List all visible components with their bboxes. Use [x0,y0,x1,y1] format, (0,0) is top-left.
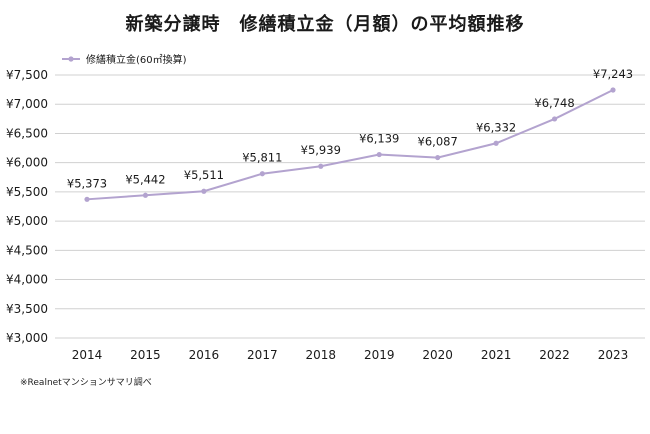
data-labels: ¥5,373 ¥5,442 ¥5,511 ¥5,811 ¥5,939 ¥6,139 ¥6,0… [67,67,633,190]
x-tick-label: 2023 [598,348,629,362]
y-tick-label: ¥7,500 [6,68,48,82]
legend-marker [68,56,74,62]
y-tick-label: ¥4,500 [6,243,48,257]
x-tick-label: 2017 [247,348,278,362]
x-tick-label: 2018 [306,348,337,362]
y-tick-label: ¥4,000 [6,273,48,287]
y-tick-label: ¥6,000 [6,156,48,170]
data-label: ¥6,748 [534,96,574,110]
data-label: ¥7,243 [593,67,633,81]
data-point [493,140,499,146]
data-label: ¥5,511 [184,168,224,182]
data-point [142,192,149,198]
x-tick-label: 2022 [539,348,570,362]
y-tick-label: ¥5,000 [6,214,48,228]
data-point [84,196,90,202]
gridlines [55,74,645,339]
y-tick-label: ¥3,000 [6,331,48,345]
x-tick-label: 2020 [422,348,453,362]
legend: 修繕積立金(60㎡換算) [62,53,187,66]
chart-title: 新築分譲時 修繕積立金（月額）の平均額推移 [125,14,525,35]
data-label: ¥5,939 [301,143,341,157]
data-label: ¥6,139 [359,132,399,146]
x-tick-label: 2021 [481,348,512,362]
data-point [551,116,558,122]
legend-label: 修繕積立金(60㎡換算) [86,53,187,66]
data-point [201,188,207,194]
x-tick-label: 2016 [189,348,220,362]
series-layer [84,87,616,202]
data-label: ¥6,087 [418,135,458,149]
y-tick-label: ¥7,000 [6,97,48,111]
y-tick-label: ¥3,500 [6,302,48,316]
data-label: ¥5,811 [242,151,282,165]
series-line [86,89,614,201]
x-tick-label: 2014 [72,348,103,362]
data-point [376,151,382,158]
data-label: ¥5,442 [125,172,165,186]
y-tick-label: ¥5,500 [6,185,48,199]
data-point [318,163,324,169]
x-tick-label: 2015 [130,348,161,362]
y-tick-label: ¥6,500 [6,126,48,140]
data-label: ¥6,332 [476,120,516,134]
data-point [610,87,616,93]
x-tick-label: 2019 [364,348,395,362]
y-axis-ticks: ¥3,000 ¥3,500 ¥4,000 ¥4,500 ¥5,000 ¥5,500 ¥6,0… [6,68,48,345]
source-note: ※Realnetマンションサマリ調べ [20,378,152,388]
data-label: ¥5,373 [67,176,107,190]
data-point [259,171,265,177]
data-point [435,154,441,161]
x-axis-ticks: 2014 2015 2016 2017 2018 2019 2020 2021 2022 2023 [72,348,629,362]
